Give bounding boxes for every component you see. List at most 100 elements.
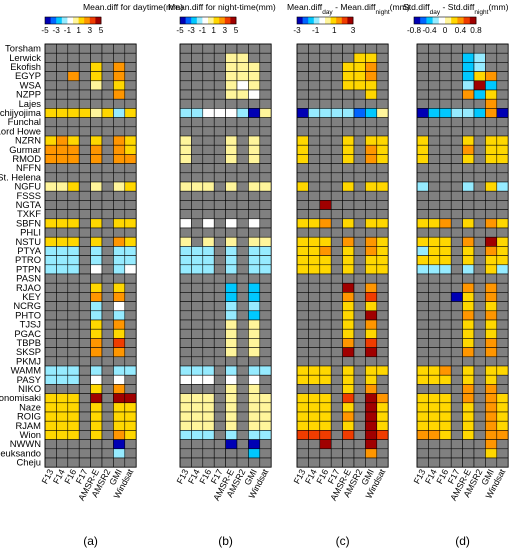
heatmap-cell [101, 310, 114, 321]
colorbar-swatch [319, 17, 326, 24]
heatmap-cell [296, 108, 309, 118]
heatmap-cell [376, 108, 389, 118]
heatmap-cell [56, 420, 69, 431]
heatmap-cell [439, 411, 452, 422]
heatmap-cell [56, 439, 69, 450]
heatmap-cell [308, 393, 321, 404]
heatmap-cell [78, 448, 91, 459]
heatmap-cell [342, 347, 355, 358]
heatmap-cell [191, 282, 204, 293]
heatmap-cell [202, 135, 215, 146]
heatmap-cell [450, 62, 463, 72]
heatmap-cell [101, 154, 114, 164]
heatmap-cell [78, 402, 91, 413]
heatmap-cell [376, 144, 389, 155]
heatmap-cell [113, 430, 126, 440]
heatmap-cell [439, 439, 452, 450]
heatmap-cell [462, 365, 475, 376]
heatmap-cell [248, 181, 261, 192]
heatmap-cell [365, 246, 378, 256]
heatmap-cell [225, 209, 238, 220]
heatmap-cell [236, 292, 249, 302]
heatmap-cell [462, 356, 475, 367]
heatmap-cell [496, 80, 509, 91]
heatmap-cell [485, 264, 498, 275]
station-label: RJAM [15, 420, 41, 431]
heatmap-cell [330, 264, 343, 275]
heatmap-cell [296, 338, 309, 348]
heatmap-cell [376, 190, 389, 201]
heatmap-cell [101, 393, 114, 404]
heatmap-cell [330, 338, 343, 348]
heatmap-cell [342, 181, 355, 192]
heatmap-cell [496, 163, 509, 174]
heatmap-cell [202, 448, 215, 459]
station-label: PTRO [15, 254, 41, 265]
heatmap-cell [191, 374, 204, 385]
heatmap-cell [308, 209, 321, 220]
heatmap-cell [450, 80, 463, 91]
heatmap-cell [462, 292, 475, 302]
heatmap-cell [296, 420, 309, 431]
heatmap-cell [191, 135, 204, 146]
station-label: Cheju [17, 457, 42, 468]
heatmap-cell [124, 384, 137, 394]
heatmap-cell [365, 402, 378, 413]
heatmap-cell [342, 420, 355, 431]
heatmap-cell [213, 154, 226, 164]
heatmap-cell [428, 108, 441, 118]
heatmap-cell [124, 71, 137, 82]
heatmap-cell [308, 384, 321, 394]
heatmap-cell [485, 273, 498, 284]
heatmap-cell [101, 255, 114, 266]
heatmap-cell [319, 264, 332, 275]
heatmap-cell [496, 448, 509, 459]
colorbar-swatch [191, 17, 198, 24]
heatmap-cell [365, 430, 378, 440]
heatmap-cell [365, 108, 378, 118]
heatmap-cell [113, 374, 126, 385]
heatmap-cell [296, 135, 309, 146]
heatmap-cell [202, 411, 215, 422]
heatmap-cell [101, 365, 114, 376]
heatmap-cell [319, 52, 332, 63]
heatmap-cell [450, 273, 463, 284]
heatmap-cell [416, 62, 429, 72]
heatmap-cell [56, 190, 69, 201]
heatmap-cell [330, 108, 343, 118]
heatmap-cell [124, 448, 137, 459]
heatmap-cell [330, 246, 343, 256]
heatmap-cell [428, 328, 441, 339]
heatmap-cell [330, 80, 343, 91]
heatmap-cell [365, 393, 378, 404]
heatmap-cell [319, 328, 332, 339]
colorbar-tick-label: -3 [293, 26, 301, 35]
heatmap-cell [124, 282, 137, 293]
heatmap-cell [376, 411, 389, 422]
heatmap-cell [473, 135, 486, 146]
heatmap-cell [213, 236, 226, 247]
heatmap-cell [330, 98, 343, 109]
heatmap-cell [236, 365, 249, 376]
heatmap-cell [202, 457, 215, 468]
heatmap-cell [191, 80, 204, 91]
heatmap-cell [353, 439, 366, 450]
heatmap-cell [44, 209, 57, 220]
station-label: Naze [19, 401, 41, 412]
heatmap-cell [259, 163, 272, 174]
heatmap-cell [124, 264, 137, 275]
heatmap-cell [236, 200, 249, 210]
heatmap-cell [78, 420, 91, 431]
colorbar-swatch [426, 17, 433, 24]
heatmap-cell [296, 448, 309, 459]
heatmap-cell [428, 172, 441, 183]
heatmap-cell [124, 227, 137, 238]
heatmap-cell [330, 135, 343, 146]
heatmap-cell [376, 365, 389, 376]
heatmap-cell [330, 71, 343, 82]
heatmap-cell [124, 62, 137, 72]
heatmap-cell [473, 71, 486, 82]
heatmap-cell [319, 420, 332, 431]
heatmap-cell [248, 154, 261, 164]
